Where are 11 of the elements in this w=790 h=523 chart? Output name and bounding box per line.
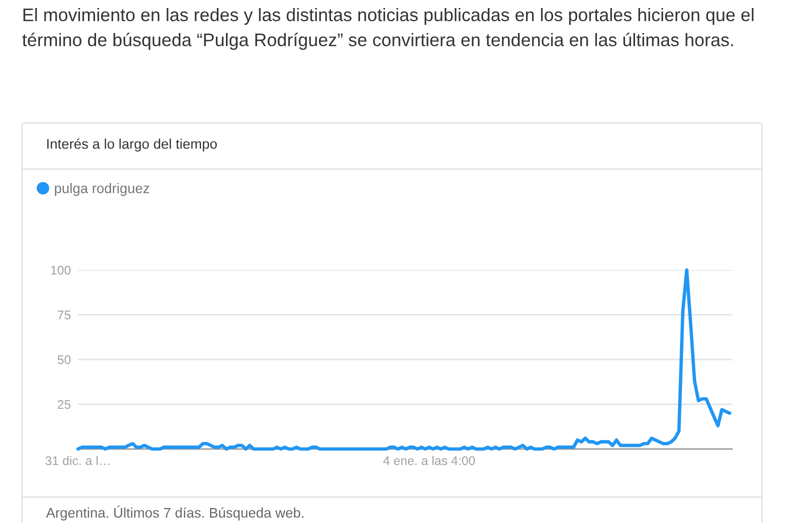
text: Argentina. Últimos 7 días. Búsqueda web. [46, 506, 304, 520]
chart-title: Interés a lo largo del tiempo [47, 138, 217, 152]
y-tick-label: 100 [51, 266, 71, 275]
y-tick-label: 75 [58, 310, 71, 320]
y-tick-label: 50 [58, 355, 71, 364]
legend-label: pulga rodriguez [54, 183, 150, 196]
x-tick-label: 31 dic. a l… [45, 456, 110, 466]
x-tick-label: 4 ene. a las 4:00 [383, 456, 475, 466]
line-series [76, 268, 732, 451]
y-tick-label: 25 [58, 400, 71, 409]
text: El movimiento en las redes y las distintas noticias publicadas en los portales hicieron que el término de búsqueda “Pulga Rodríguez” se convirtiera en tendencia en las últimas horas. [22, 8, 754, 50]
